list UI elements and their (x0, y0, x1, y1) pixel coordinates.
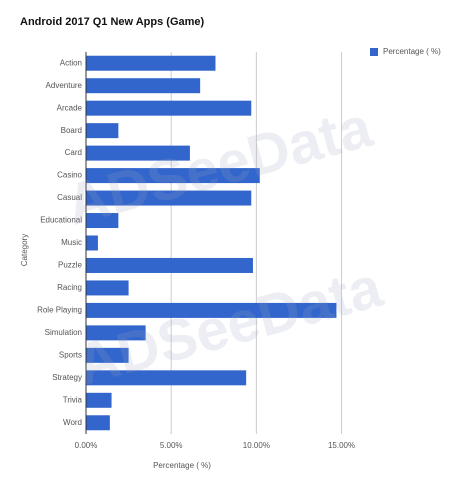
y-tick-label: Casual (57, 193, 82, 202)
x-tick-label: 15.00% (328, 441, 355, 450)
bar (86, 347, 129, 363)
bar (86, 415, 110, 431)
y-axis-title: Category (20, 234, 29, 266)
y-tick-label: Strategy (52, 373, 82, 382)
y-tick-label: Board (61, 126, 82, 135)
x-axis-title: Percentage ( %) (153, 461, 211, 470)
y-tick-label: Casino (57, 171, 82, 180)
bar (86, 392, 112, 408)
y-tick-label: Role Playing (37, 306, 82, 315)
legend-swatch (370, 48, 378, 56)
x-tick-label: 0.00% (75, 441, 98, 450)
bar (86, 55, 216, 71)
y-tick-label: Sports (59, 350, 82, 359)
bar (86, 100, 252, 116)
bar (86, 145, 190, 161)
y-tick-label: Card (65, 148, 82, 157)
x-tick-label: 10.00% (243, 441, 270, 450)
y-tick-label: Action (60, 58, 82, 67)
bar (86, 78, 201, 94)
bar (86, 280, 129, 296)
bar (86, 123, 119, 139)
bar (86, 235, 98, 251)
y-tick-label: Educational (40, 216, 82, 225)
y-tick-label: Adventure (46, 81, 83, 90)
chart-title: Android 2017 Q1 New Apps (Game) (20, 16, 205, 28)
y-tick-label: Puzzle (58, 261, 83, 270)
y-tick-label: Word (63, 418, 82, 427)
bar (86, 302, 337, 318)
y-tick-label: Racing (57, 283, 82, 292)
legend-label: Percentage ( %) (383, 47, 441, 56)
y-tick-label: Simulation (45, 328, 82, 337)
y-tick-label: Music (61, 238, 82, 247)
x-tick-label: 5.00% (160, 441, 183, 450)
bar (86, 168, 260, 184)
bar (86, 213, 119, 229)
bar (86, 325, 146, 341)
y-tick-label: Arcade (57, 103, 83, 112)
y-tick-label: Trivia (63, 395, 83, 404)
bar (86, 257, 253, 273)
bar (86, 190, 252, 206)
bar (86, 370, 247, 386)
